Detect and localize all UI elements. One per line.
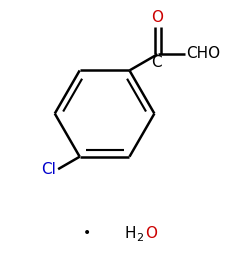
Text: 2: 2: [136, 233, 144, 243]
Text: •: •: [83, 226, 91, 240]
Text: O: O: [145, 226, 157, 241]
Text: H: H: [124, 226, 136, 241]
Text: C: C: [151, 55, 162, 70]
Text: Cl: Cl: [41, 162, 56, 177]
Text: CHO: CHO: [186, 46, 220, 61]
Text: O: O: [151, 10, 164, 25]
